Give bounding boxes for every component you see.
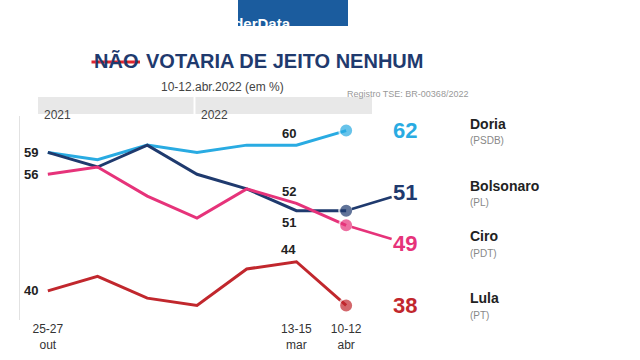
svg-text:10-12.abr.2022 (em %): 10-12.abr.2022 (em %): [161, 80, 284, 94]
svg-text:(PL): (PL): [470, 197, 489, 208]
svg-text:25-27out: 25-27out: [32, 322, 63, 352]
svg-text:62: 62: [393, 118, 417, 143]
svg-text:56: 56: [24, 167, 38, 182]
svg-text:44: 44: [281, 242, 296, 257]
svg-text:Doria: Doria: [470, 116, 506, 132]
svg-text:Registro TSE: BR-00368/2022: Registro TSE: BR-00368/2022: [347, 89, 468, 99]
svg-text:13-15mar: 13-15mar: [281, 322, 312, 352]
svg-text:49: 49: [393, 231, 417, 256]
svg-text:PoderData: PoderData: [215, 15, 291, 32]
svg-text:40: 40: [24, 283, 38, 298]
svg-text:52: 52: [282, 184, 296, 199]
svg-text:Bolsonaro: Bolsonaro: [470, 178, 539, 194]
svg-text:60: 60: [282, 126, 296, 141]
svg-text:2021: 2021: [44, 108, 71, 122]
svg-text:38: 38: [393, 293, 417, 318]
svg-text:(PDT): (PDT): [470, 248, 497, 259]
svg-text:NÃO: NÃO: [94, 50, 138, 72]
svg-text:10-12abr: 10-12abr: [331, 322, 362, 352]
svg-text:51: 51: [393, 180, 417, 205]
svg-text:59: 59: [24, 145, 38, 160]
svg-text:(PSDB): (PSDB): [470, 135, 504, 146]
svg-text:VOTARIA DE JEITO NENHUM: VOTARIA DE JEITO NENHUM: [146, 50, 423, 72]
svg-text:2022: 2022: [201, 108, 228, 122]
svg-text:(PT): (PT): [470, 310, 489, 321]
svg-text:Ciro: Ciro: [470, 228, 498, 244]
svg-text:Lula: Lula: [470, 290, 499, 306]
svg-text:51: 51: [282, 215, 296, 230]
